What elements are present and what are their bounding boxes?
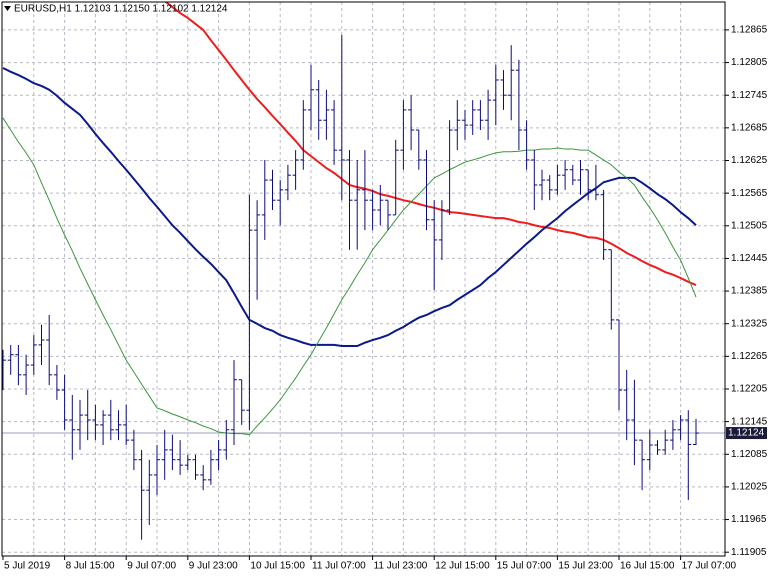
x-tick-label: 10 Jul 15:00 <box>250 561 305 572</box>
y-tick-label: 1.12085 <box>731 449 768 460</box>
x-tick-label: 9 Jul 23:00 <box>189 561 238 572</box>
y-tick-label: 1.12745 <box>731 90 768 101</box>
current-price-box <box>726 427 767 440</box>
x-tick-label: 16 Jul 15:00 <box>620 561 675 572</box>
y-tick-label: 1.12685 <box>731 122 768 133</box>
y-tick-label: 1.12625 <box>731 155 768 166</box>
moving-average-line <box>2 67 697 347</box>
y-tick-label: 1.12505 <box>731 220 768 231</box>
plot-area <box>2 2 725 540</box>
axes: 1.12865 1.12805 1.12745 1.12685 1.12625 1.125… <box>2 25 768 572</box>
y-tick-label: 1.12445 <box>731 253 768 264</box>
y-tick-label: 1.12145 <box>731 416 768 427</box>
plot-frame <box>1 1 726 557</box>
grid <box>2 2 725 556</box>
x-tick-label: 9 Jul 07:00 <box>127 561 176 572</box>
y-tick-label: 1.12265 <box>731 351 768 362</box>
x-tick-label: 11 Jul 23:00 <box>374 561 428 572</box>
y-tick-label: 1.12565 <box>731 188 768 199</box>
y-tick-label: 1.12385 <box>731 286 768 297</box>
x-tick-label: 17 Jul 07:00 <box>682 561 737 572</box>
x-tick-label: 8 Jul 15:00 <box>66 561 115 572</box>
symbol-icon <box>4 6 11 11</box>
y-tick-label: 1.12205 <box>731 384 768 395</box>
y-tick-label: 1.11965 <box>731 514 767 525</box>
y-tick-label: 1.12805 <box>731 57 768 68</box>
chart-title: EURUSD,H1 1.12103 1.12150 1.12102 1.1212… <box>14 4 228 15</box>
x-tick-label: 5 Jul 2019 <box>4 561 51 572</box>
current-price-label: 1.12124 <box>728 428 765 439</box>
y-tick-label: 1.11905 <box>731 547 767 558</box>
x-tick-label: 11 Jul 07:00 <box>312 561 366 572</box>
y-tick-label: 1.12325 <box>731 318 768 329</box>
x-tick-label: 12 Jul 15:00 <box>435 561 490 572</box>
y-tick-label: 1.12865 <box>731 25 768 36</box>
y-tick-label: 1.12025 <box>731 482 768 493</box>
x-tick-label: 15 Jul 07:00 <box>497 561 552 572</box>
moving-average-line <box>2 117 697 436</box>
x-tick-label: 15 Jul 23:00 <box>558 561 613 572</box>
